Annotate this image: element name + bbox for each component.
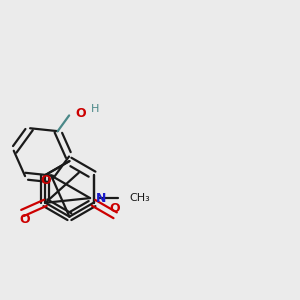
Text: CH₃: CH₃ xyxy=(129,193,150,203)
Text: O: O xyxy=(76,107,86,120)
Text: O: O xyxy=(20,213,30,226)
Text: O: O xyxy=(40,174,51,187)
Text: H: H xyxy=(92,104,100,114)
Text: O: O xyxy=(110,202,121,215)
Text: N: N xyxy=(96,192,106,205)
